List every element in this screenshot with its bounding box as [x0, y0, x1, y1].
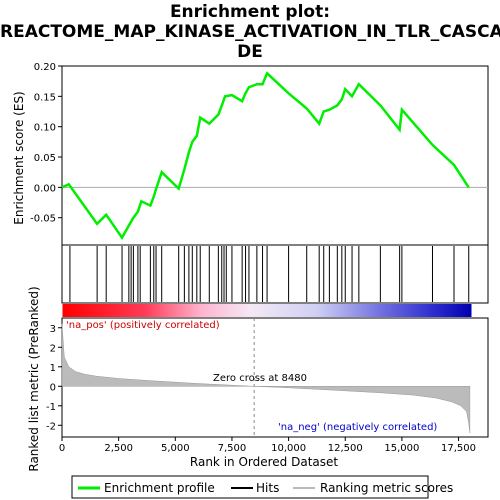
plot-title-line2: REACTOME_MAP_KINASE_ACTIVATION_IN_TLR_CA… — [0, 22, 500, 42]
x-tick-label: 0 — [59, 443, 65, 454]
ranked-list-colorbar — [62, 304, 472, 317]
x-tick-label: 5,000 — [161, 443, 190, 454]
es-y-tick-label: 0.10 — [34, 123, 56, 134]
legend-entry-enrichment-profile: Enrichment profile — [104, 481, 215, 495]
x-axis-label: Rank in Ordered Dataset — [190, 455, 338, 469]
x-tick-label: 12,500 — [328, 443, 363, 454]
x-tick-label: 15,000 — [384, 443, 419, 454]
ranked-y-tick-label: 0 — [50, 382, 56, 393]
legend-entry-hits: Hits — [256, 481, 279, 495]
neg-correlated-label: 'na_neg' (negatively correlated) — [278, 422, 437, 433]
x-tick-label: 17,500 — [441, 443, 476, 454]
es-panel-frame — [61, 65, 489, 246]
es-y-tick-label: 0.05 — [34, 153, 56, 164]
ranked-panel-frame — [61, 317, 489, 438]
ranked-y-tick-label: 1 — [50, 363, 56, 374]
hits-panel-frame — [61, 244, 489, 304]
ranked-y-tick-label: 3 — [50, 324, 56, 335]
es-y-axis-label: Enrichment score (ES) — [12, 91, 26, 224]
es-y-tick-label: 0.20 — [34, 62, 56, 73]
ranked-y-tick-label: 2 — [50, 343, 56, 354]
ranked-y-tick-label: -1 — [46, 402, 56, 413]
x-tick-label: 2,500 — [104, 443, 133, 454]
plot-title-line3: DE — [237, 42, 263, 62]
plot-title-line1: Enrichment plot: — [169, 2, 331, 22]
ranked-y-axis-label: Ranked list metric (PreRanked) — [27, 286, 41, 471]
x-tick-label: 10,000 — [271, 443, 306, 454]
es-y-tick-label: 0.15 — [34, 92, 56, 103]
pos-correlated-label: 'na_pos' (positively correlated) — [66, 320, 220, 331]
legend-entry-ranking-metric: Ranking metric scores — [320, 481, 453, 495]
es-y-tick-label: -0.05 — [30, 214, 56, 225]
x-tick-label: 7,500 — [218, 443, 247, 454]
es-y-tick-label: 0.00 — [34, 183, 56, 194]
ranking-metric-area — [61, 323, 471, 434]
ranked-y-tick-label: -2 — [46, 421, 56, 432]
zero-cross-label: Zero cross at 8480 — [213, 373, 307, 384]
enrichment-profile-line — [61, 71, 470, 241]
